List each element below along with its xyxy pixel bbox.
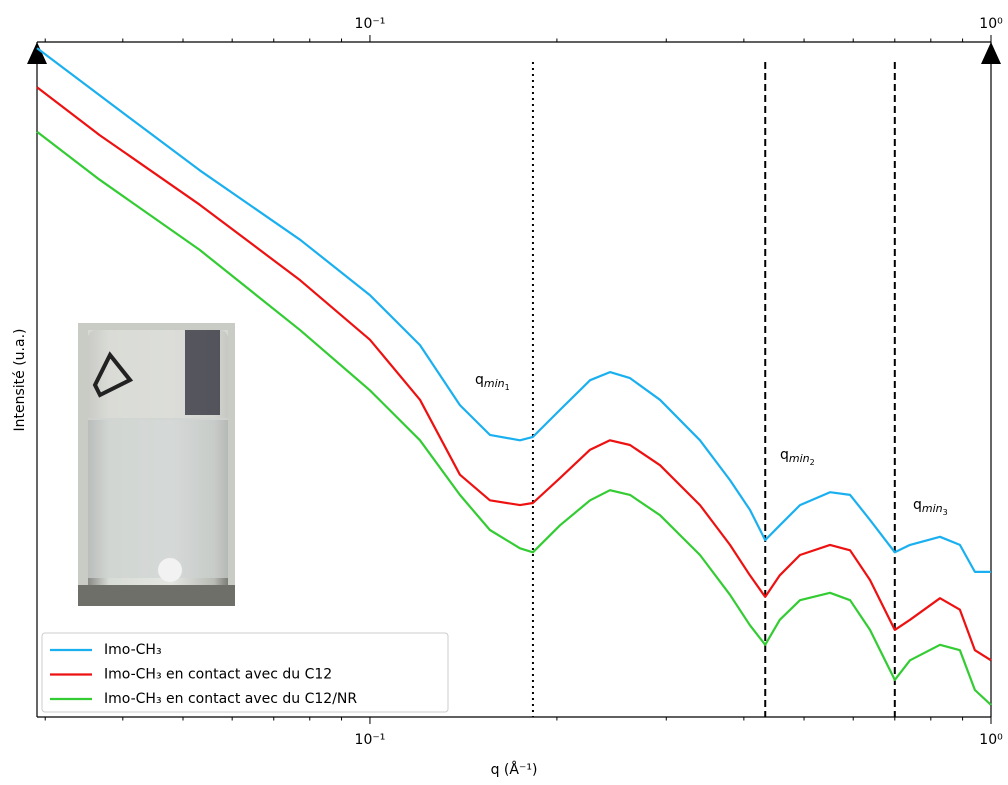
legend-label: Imo-CH₃ en contact avec du C12 [104, 667, 332, 683]
annotation: qmin1 [475, 372, 510, 392]
annotation-sub: min [922, 502, 943, 515]
x-tick-label: 10⁰ [979, 732, 1003, 748]
series-line [36, 47, 991, 573]
annotation-q: q [780, 447, 789, 463]
annotation-q: q [913, 497, 922, 513]
legend-label: Imo-CH₃ [104, 642, 162, 658]
x-tick-label: 10⁻¹ [355, 732, 386, 748]
annotation-sub: min [484, 377, 505, 390]
annotation: qmin3 [913, 497, 948, 517]
x-tick-label-top: 10⁻¹ [355, 16, 386, 32]
x-axis-label: q (Å⁻¹) [491, 761, 538, 778]
annotation-subsub: 3 [943, 508, 948, 517]
legend-label: Imo-CH₃ en contact avec du C12/NR [104, 691, 357, 707]
series-line [36, 130, 992, 706]
annotation-sub: min [789, 452, 810, 465]
legend-box [41, 632, 449, 713]
annotation: qmin2 [780, 447, 815, 467]
annotation-q: q [475, 372, 484, 388]
inset-photo [78, 323, 235, 606]
axis-arrow [981, 42, 1001, 64]
axis-arrow [27, 42, 47, 64]
y-axis-label: Intensité (u.a.) [12, 329, 28, 432]
x-tick-label-top: 10⁰ [979, 16, 1003, 32]
annotation-subsub: 2 [810, 458, 815, 467]
annotation-subsub: 1 [505, 383, 510, 392]
series-line [36, 86, 992, 662]
